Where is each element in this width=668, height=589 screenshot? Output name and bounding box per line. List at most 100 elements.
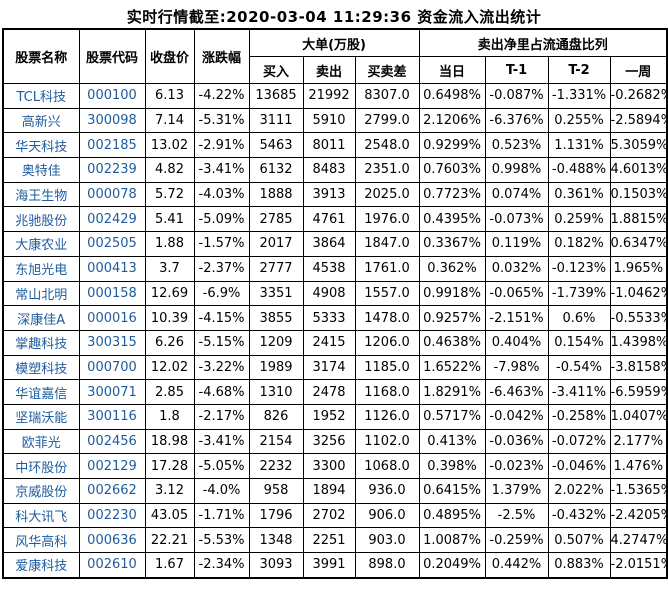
sell-cell: 3256 xyxy=(302,428,356,455)
buy-sell-diff-cell: 2351.0 xyxy=(354,157,420,183)
t2-cell: 0.154% xyxy=(547,329,611,356)
table-row: 模塑科技 000700 12.02 -3.22% 1989 3174 1185.0 1.652… xyxy=(2,354,668,381)
sell-cell: 5333 xyxy=(302,305,356,331)
header-t2: T-2 xyxy=(547,56,611,84)
buy-sell-diff-cell: 1185.0 xyxy=(354,354,420,381)
stock-code-cell[interactable]: 002610 xyxy=(78,552,146,579)
buy-cell: 3093 xyxy=(248,552,304,579)
stock-name-cell[interactable]: TCL科技 xyxy=(2,83,80,109)
t1-cell: -0.087% xyxy=(484,83,549,109)
day-cell: 0.4638% xyxy=(418,329,486,356)
t1-cell: 0.442% xyxy=(484,552,549,579)
week-cell: 1.965% xyxy=(609,255,668,282)
change-pct-cell: -5.53% xyxy=(193,527,250,554)
header-sell: 卖出 xyxy=(302,56,356,84)
buy-sell-diff-cell: 898.0 xyxy=(354,552,420,579)
stock-code-cell[interactable]: 300315 xyxy=(78,329,146,356)
stock-code-cell[interactable]: 002185 xyxy=(78,132,146,159)
capital-flow-table: 股票名称 股票代码 收盘价 涨跌幅 大单(万股) 卖出净里占流通盘比列 买入 卖… xyxy=(2,28,668,579)
close-price-cell: 22.21 xyxy=(144,527,195,554)
stock-name-cell[interactable]: 京威股份 xyxy=(2,478,80,504)
buy-sell-diff-cell: 1847.0 xyxy=(354,231,420,257)
t2-cell: 1.131% xyxy=(547,132,611,159)
stock-code-cell[interactable]: 002429 xyxy=(78,206,146,233)
day-cell: 1.6522% xyxy=(418,354,486,381)
stock-name-cell[interactable]: 模塑科技 xyxy=(2,354,80,381)
day-cell: 0.2049% xyxy=(418,552,486,579)
stock-code-cell[interactable]: 300116 xyxy=(78,403,146,430)
buy-sell-diff-cell: 1168.0 xyxy=(354,379,420,405)
stock-code-cell[interactable]: 000078 xyxy=(78,181,146,208)
change-pct-cell: -2.91% xyxy=(193,132,250,159)
t1-cell: -0.065% xyxy=(484,280,549,307)
stock-code-cell[interactable]: 002505 xyxy=(78,231,146,257)
stock-name-cell[interactable]: 深康佳A xyxy=(2,305,80,331)
buy-sell-diff-cell: 906.0 xyxy=(354,502,420,529)
buy-cell: 5463 xyxy=(248,132,304,159)
stock-name-cell[interactable]: 兆驰股份 xyxy=(2,206,80,233)
day-cell: 0.4895% xyxy=(418,502,486,529)
week-cell: 1.8815% xyxy=(609,206,668,233)
close-price-cell: 13.02 xyxy=(144,132,195,159)
stock-code-cell[interactable]: 300071 xyxy=(78,379,146,405)
buy-cell: 826 xyxy=(248,403,304,430)
stock-name-cell[interactable]: 大康农业 xyxy=(2,231,80,257)
change-pct-cell: -4.15% xyxy=(193,305,250,331)
stock-code-cell[interactable]: 002239 xyxy=(78,157,146,183)
stock-name-cell[interactable]: 海王生物 xyxy=(2,181,80,208)
sell-cell: 2702 xyxy=(302,502,356,529)
stock-name-cell[interactable]: 风华高科 xyxy=(2,527,80,554)
header-stock-name: 股票名称 xyxy=(2,28,80,84)
buy-cell: 2777 xyxy=(248,255,304,282)
t2-cell: 0.883% xyxy=(547,552,611,579)
week-cell: 1.4398% xyxy=(609,329,668,356)
stock-code-cell[interactable]: 000636 xyxy=(78,527,146,554)
week-cell: 4.6013% xyxy=(609,157,668,183)
t2-cell: -0.123% xyxy=(547,255,611,282)
week-cell: 4.2747% xyxy=(609,527,668,554)
stock-code-cell[interactable]: 000413 xyxy=(78,255,146,282)
stock-name-cell[interactable]: 东旭光电 xyxy=(2,255,80,282)
header-row-subcolumns: 买入 卖出 买卖差 当日 T-1 T-2 一周 xyxy=(3,56,668,84)
buy-sell-diff-cell: 936.0 xyxy=(354,478,420,504)
table-row: 爱康科技 002610 1.67 -2.34% 3093 3991 898.0 0.2049%… xyxy=(2,552,668,579)
stock-code-cell[interactable]: 000158 xyxy=(78,280,146,307)
stock-name-cell[interactable]: 常山北明 xyxy=(2,280,80,307)
stock-name-cell[interactable]: 科大讯飞 xyxy=(2,502,80,529)
close-price-cell: 2.85 xyxy=(144,379,195,405)
t2-cell: 2.022% xyxy=(547,478,611,504)
t2-cell: 0.255% xyxy=(547,107,611,134)
table-row: TCL科技 000100 6.13 -4.22% 13685 21992 8307.0 0.6… xyxy=(2,83,668,109)
stock-name-cell[interactable]: 华谊嘉信 xyxy=(2,379,80,405)
stock-code-cell[interactable]: 000016 xyxy=(78,305,146,331)
stock-name-cell[interactable]: 中环股份 xyxy=(2,453,80,479)
change-pct-cell: -1.57% xyxy=(193,231,250,257)
day-cell: 0.4395% xyxy=(418,206,486,233)
stock-code-cell[interactable]: 002129 xyxy=(78,453,146,479)
buy-cell: 1888 xyxy=(248,181,304,208)
buy-cell: 6132 xyxy=(248,157,304,183)
stock-name-cell[interactable]: 华天科技 xyxy=(2,132,80,159)
stock-name-cell[interactable]: 坚瑞沃能 xyxy=(2,403,80,430)
buy-sell-diff-cell: 1976.0 xyxy=(354,206,420,233)
week-cell: 1.476% xyxy=(609,453,668,479)
t1-cell: -0.036% xyxy=(484,428,549,455)
stock-code-cell[interactable]: 000100 xyxy=(78,83,146,109)
stock-code-cell[interactable]: 300098 xyxy=(78,107,146,134)
day-cell: 0.3367% xyxy=(418,231,486,257)
t1-cell: -0.023% xyxy=(484,453,549,479)
stock-code-cell[interactable]: 002230 xyxy=(78,502,146,529)
header-close-price: 收盘价 xyxy=(144,28,195,84)
stock-code-cell[interactable]: 002662 xyxy=(78,478,146,504)
close-price-cell: 17.28 xyxy=(144,453,195,479)
stock-name-cell[interactable]: 高新兴 xyxy=(2,107,80,134)
stock-code-cell[interactable]: 000700 xyxy=(78,354,146,381)
stock-code-cell[interactable]: 002456 xyxy=(78,428,146,455)
stock-name-cell[interactable]: 掌趣科技 xyxy=(2,329,80,356)
change-pct-cell: -4.03% xyxy=(193,181,250,208)
change-pct-cell: -3.41% xyxy=(193,157,250,183)
stock-name-cell[interactable]: 爱康科技 xyxy=(2,552,80,579)
stock-name-cell[interactable]: 欧菲光 xyxy=(2,428,80,455)
stock-name-cell[interactable]: 奥特佳 xyxy=(2,157,80,183)
week-cell: 0.1503% xyxy=(609,181,668,208)
